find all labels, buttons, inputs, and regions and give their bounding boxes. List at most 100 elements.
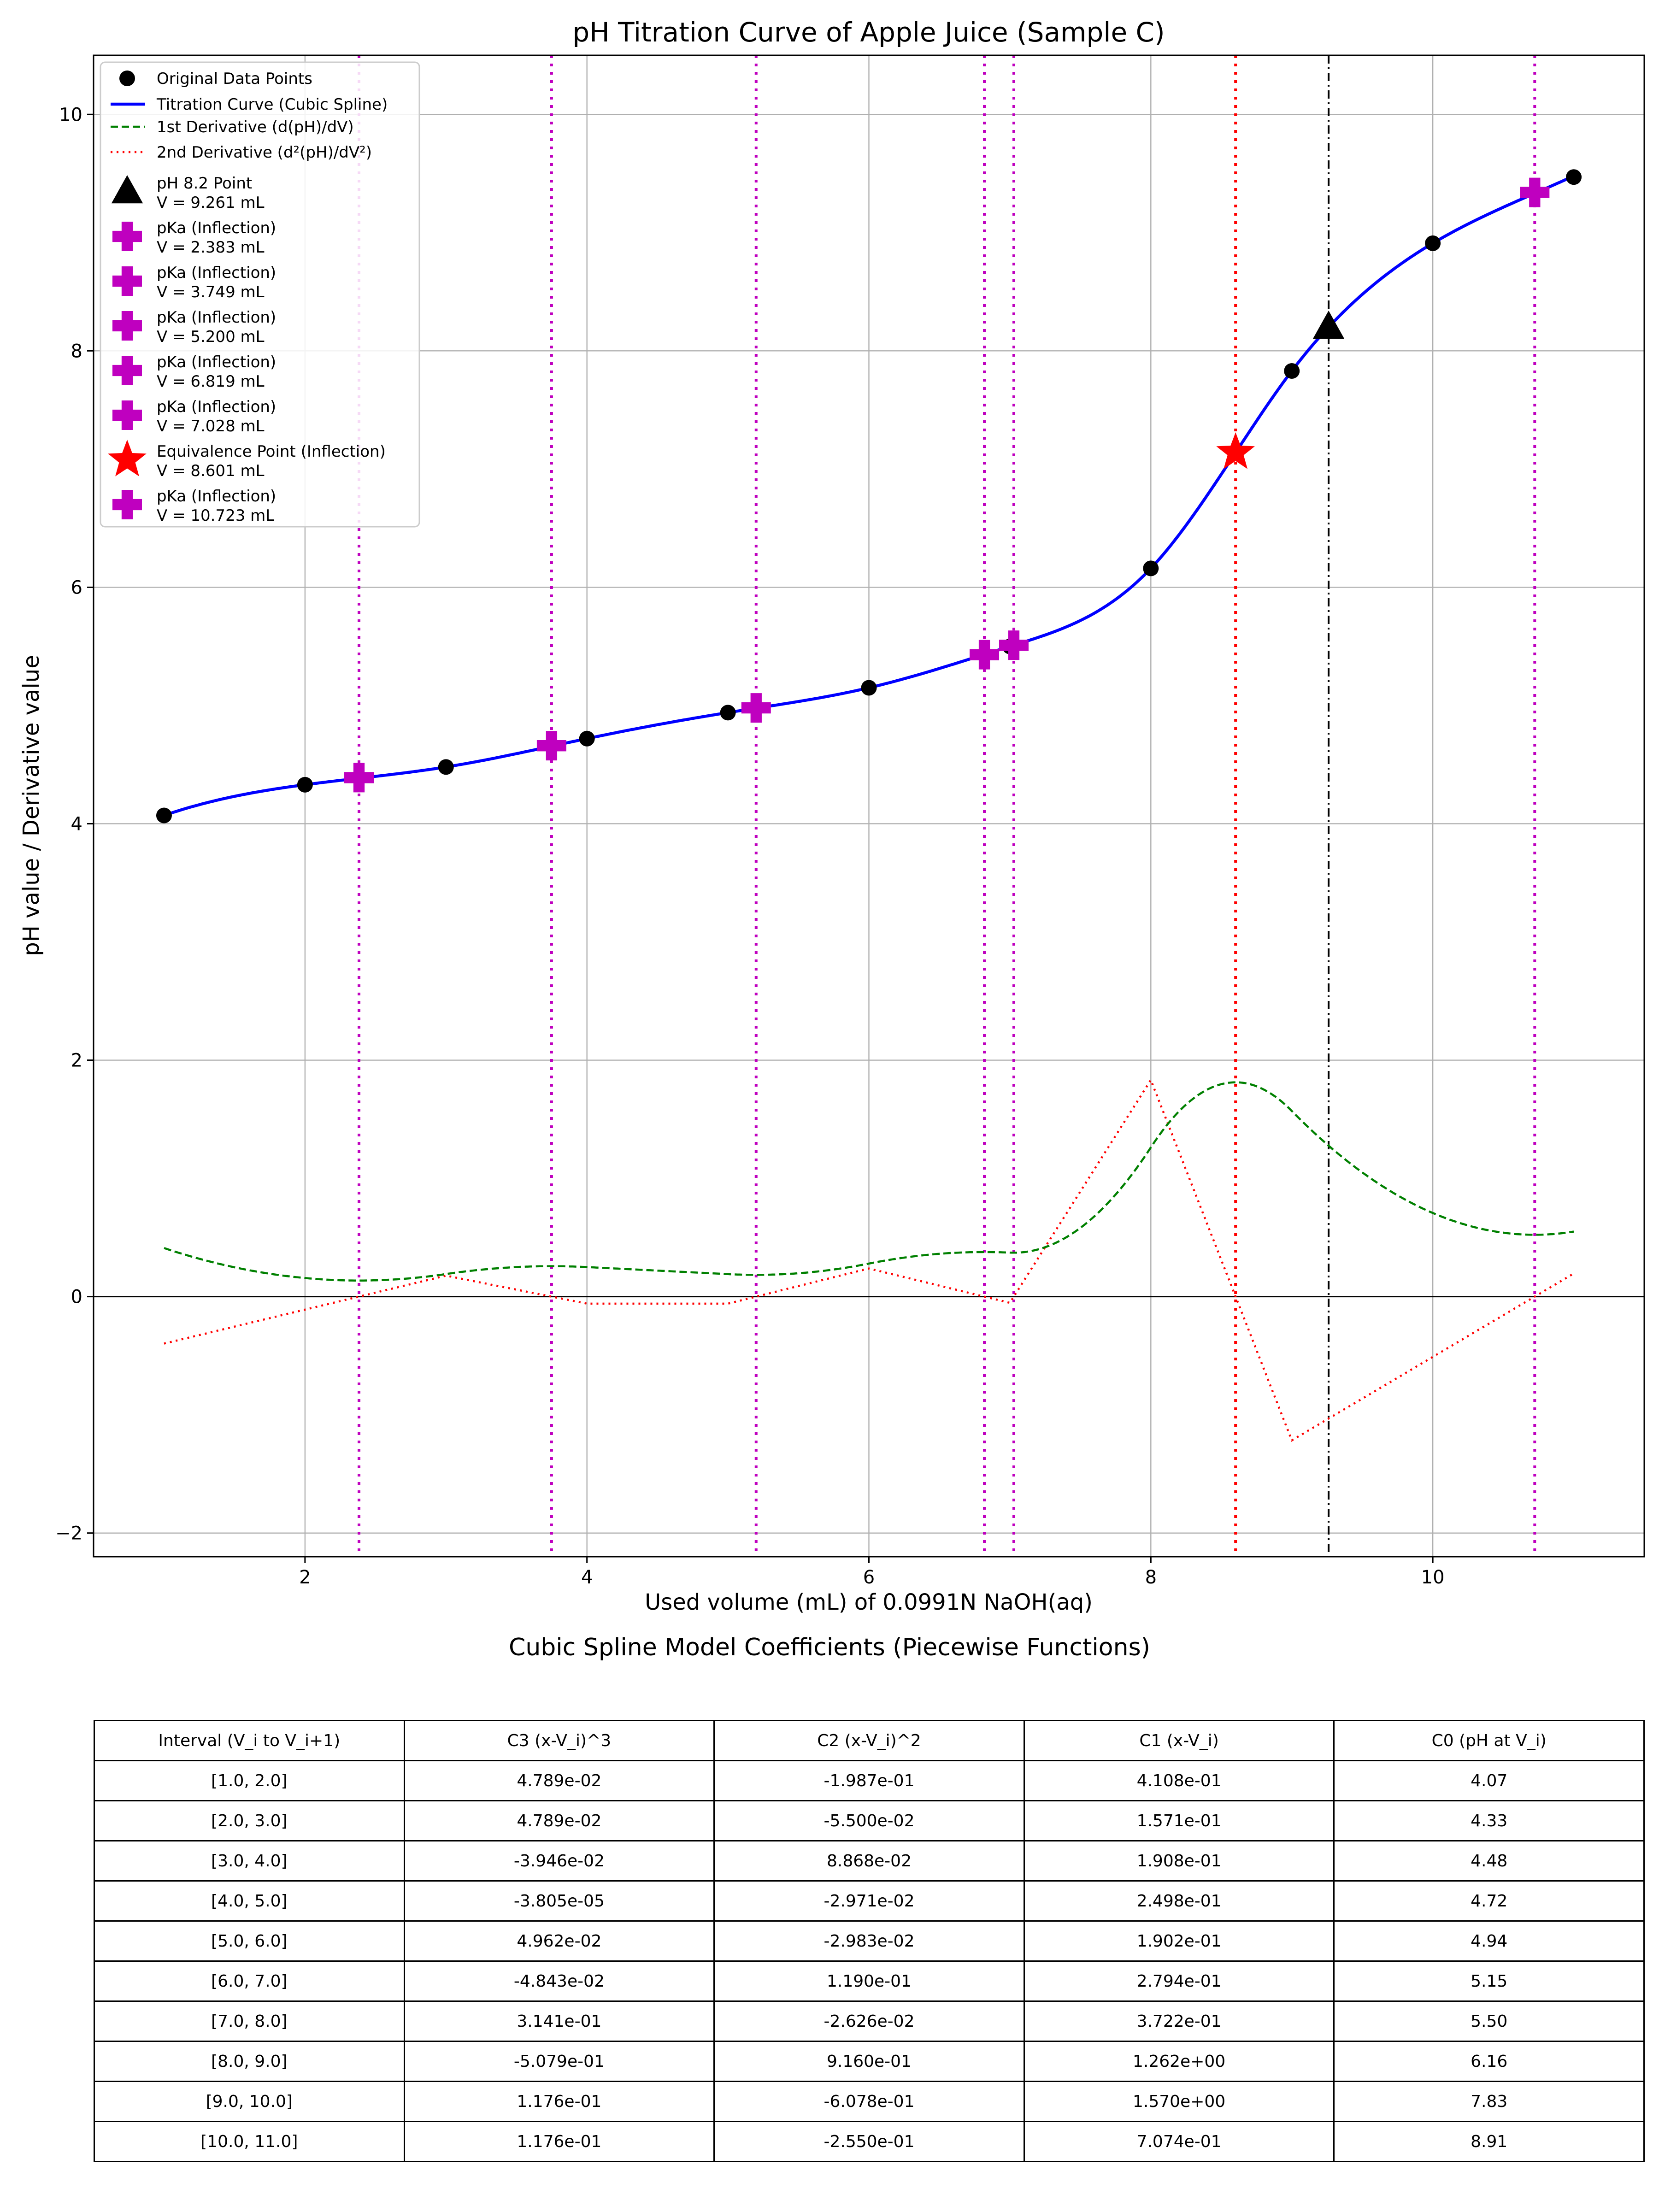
y-tick-label: 0 — [71, 1287, 82, 1308]
equivalence-star-marker — [1216, 432, 1255, 469]
table-cell: 1.262e+00 — [1023, 2041, 1335, 2082]
legend-label: pKa (Inflection) — [157, 353, 276, 371]
legend-label: pKa (Inflection) — [157, 487, 276, 506]
pka-marker-2 — [536, 731, 566, 761]
legend-label: 2nd Derivative (d²(pH)/dV²) — [157, 143, 372, 162]
table-row: [7.0, 8.0] 3.141e-01 -2.626e-02 3.722e-01 5.… — [94, 2000, 1645, 2042]
table-cell: 1.190e-01 — [713, 1960, 1025, 2002]
titration-chart: 2 4 6 8 10 −2 0 2 4 6 8 10 pH Titration Curve of App… — [18, 17, 1645, 1613]
table-cell: [9.0, 10.0] — [94, 2081, 405, 2122]
table-row: [4.0, 5.0] -3.805e-05 -2.971e-02 2.498e-01 4… — [94, 1880, 1645, 1922]
table-title: Cubic Spline Model Coefficients (Piecewi… — [509, 1634, 1150, 1661]
table-cell: -2.971e-02 — [713, 1880, 1025, 1922]
coefficient-table: Interval (V_i to V_i+1) C3 (x-V_i)^3 C2 (x… — [94, 1720, 1645, 2162]
table-header-cell: C1 (x-V_i) — [1023, 1720, 1335, 1761]
table-cell: 4.07 — [1333, 1760, 1645, 1801]
legend-pka-icon — [112, 400, 142, 430]
data-point — [297, 777, 313, 793]
x-tick-label: 6 — [863, 1567, 875, 1588]
data-point — [156, 807, 172, 824]
table-cell: -2.550e-01 — [713, 2121, 1025, 2162]
data-point — [579, 730, 595, 747]
table-cell: -2.983e-02 — [713, 1920, 1025, 1962]
table-cell: 4.48 — [1333, 1840, 1645, 1882]
data-point — [861, 680, 877, 696]
legend-pka-icon — [112, 222, 142, 251]
legend-label: pKa (Inflection) — [157, 264, 276, 282]
table-cell: 5.15 — [1333, 1960, 1645, 2002]
legend-pka-icon — [112, 490, 142, 519]
y-tick-label: −2 — [55, 1523, 82, 1544]
table-cell: 4.789e-02 — [403, 1800, 715, 1841]
data-point — [1284, 363, 1300, 379]
table-cell: 1.908e-01 — [1023, 1840, 1335, 1882]
table-cell: 5.50 — [1333, 2000, 1645, 2042]
legend-pka-icon — [112, 356, 142, 385]
table-cell: 1.571e-01 — [1023, 1800, 1335, 1841]
legend-label: V = 8.601 mL — [157, 462, 265, 480]
y-tick-label: 6 — [71, 577, 82, 598]
pka-marker-5 — [999, 630, 1029, 660]
table-cell: -4.843e-02 — [403, 1960, 715, 2002]
table-cell: 1.176e-01 — [403, 2081, 715, 2122]
pka-marker-1 — [344, 763, 374, 793]
data-point — [1143, 560, 1159, 577]
table-header-cell: C2 (x-V_i)^2 — [713, 1720, 1025, 1761]
table-header-row: Interval (V_i to V_i+1) C3 (x-V_i)^3 C2 (x… — [94, 1720, 1645, 1761]
table-cell: [7.0, 8.0] — [94, 2000, 405, 2042]
legend-label: V = 3.749 mL — [157, 283, 265, 301]
legend-ph82-icon — [111, 175, 143, 204]
table-cell: 7.83 — [1333, 2081, 1645, 2122]
table-cell: 2.498e-01 — [1023, 1880, 1335, 1922]
legend-label: V = 10.723 mL — [157, 506, 274, 525]
table-cell: 1.902e-01 — [1023, 1920, 1335, 1962]
data-point — [1566, 169, 1582, 185]
table-cell: 1.176e-01 — [403, 2121, 715, 2162]
legend-label: Titration Curve (Cubic Spline) — [156, 95, 388, 114]
pka-marker-7 — [1520, 177, 1550, 207]
table-cell: [10.0, 11.0] — [94, 2121, 405, 2162]
legend-label: Original Data Points — [157, 70, 312, 88]
table-header-cell: C3 (x-V_i)^3 — [403, 1720, 715, 1761]
data-point — [1425, 235, 1441, 251]
legend-label: V = 6.819 mL — [157, 372, 265, 391]
table-cell: 4.94 — [1333, 1920, 1645, 1962]
table-body: [1.0, 2.0] 4.789e-02 -1.987e-01 4.108e-01 4.… — [94, 1760, 1645, 2162]
ph82-triangle-marker — [1312, 311, 1345, 339]
table-cell: 4.72 — [1333, 1880, 1645, 1922]
legend-equivalence-icon — [108, 440, 147, 477]
x-tick-label: 4 — [581, 1567, 593, 1588]
chart-title: pH Titration Curve of Apple Juice (Sampl… — [572, 17, 1165, 48]
table-cell: [8.0, 9.0] — [94, 2041, 405, 2082]
table-cell: -1.987e-01 — [713, 1760, 1025, 1801]
y-tick-label: 4 — [71, 813, 82, 835]
table-row: [1.0, 2.0] 4.789e-02 -1.987e-01 4.108e-01 4.… — [94, 1760, 1645, 1801]
x-tick-label: 10 — [1421, 1567, 1445, 1588]
legend-label: 1st Derivative (d(pH)/dV) — [157, 118, 354, 136]
table-cell: 3.141e-01 — [403, 2000, 715, 2042]
table-cell: 7.074e-01 — [1023, 2121, 1335, 2162]
table-row: [2.0, 3.0] 4.789e-02 -5.500e-02 1.571e-01 4.… — [94, 1800, 1645, 1841]
table-header-cell: Interval (V_i to V_i+1) — [94, 1720, 405, 1761]
table-cell: [2.0, 3.0] — [94, 1800, 405, 1841]
table-cell: [6.0, 7.0] — [94, 1960, 405, 2002]
legend-pka-icon — [112, 266, 142, 296]
table-cell: -5.079e-01 — [403, 2041, 715, 2082]
legend-box — [100, 61, 420, 528]
table-cell: 1.570e+00 — [1023, 2081, 1335, 2122]
pka-marker-3 — [741, 693, 771, 723]
data-point — [438, 759, 454, 775]
table-cell: [5.0, 6.0] — [94, 1920, 405, 1962]
legend-data-point-icon — [119, 71, 135, 86]
table-row: [5.0, 6.0] 4.962e-02 -2.983e-02 1.902e-01 4.… — [94, 1920, 1645, 1962]
table-cell: -3.805e-05 — [403, 1880, 715, 1922]
table-cell: [4.0, 5.0] — [94, 1880, 405, 1922]
first-derivative-line — [164, 1081, 1574, 1282]
data-point — [720, 705, 736, 721]
table-cell: [1.0, 2.0] — [94, 1760, 405, 1801]
table-cell: 8.868e-02 — [713, 1840, 1025, 1882]
legend-label: V = 9.261 mL — [157, 194, 265, 212]
table-row: [3.0, 4.0] -3.946e-02 8.868e-02 1.908e-01 4.… — [94, 1840, 1645, 1882]
table-cell: 4.789e-02 — [403, 1760, 715, 1801]
table-row: [6.0, 7.0] -4.843e-02 1.190e-01 2.794e-01 5.… — [94, 1960, 1645, 2002]
